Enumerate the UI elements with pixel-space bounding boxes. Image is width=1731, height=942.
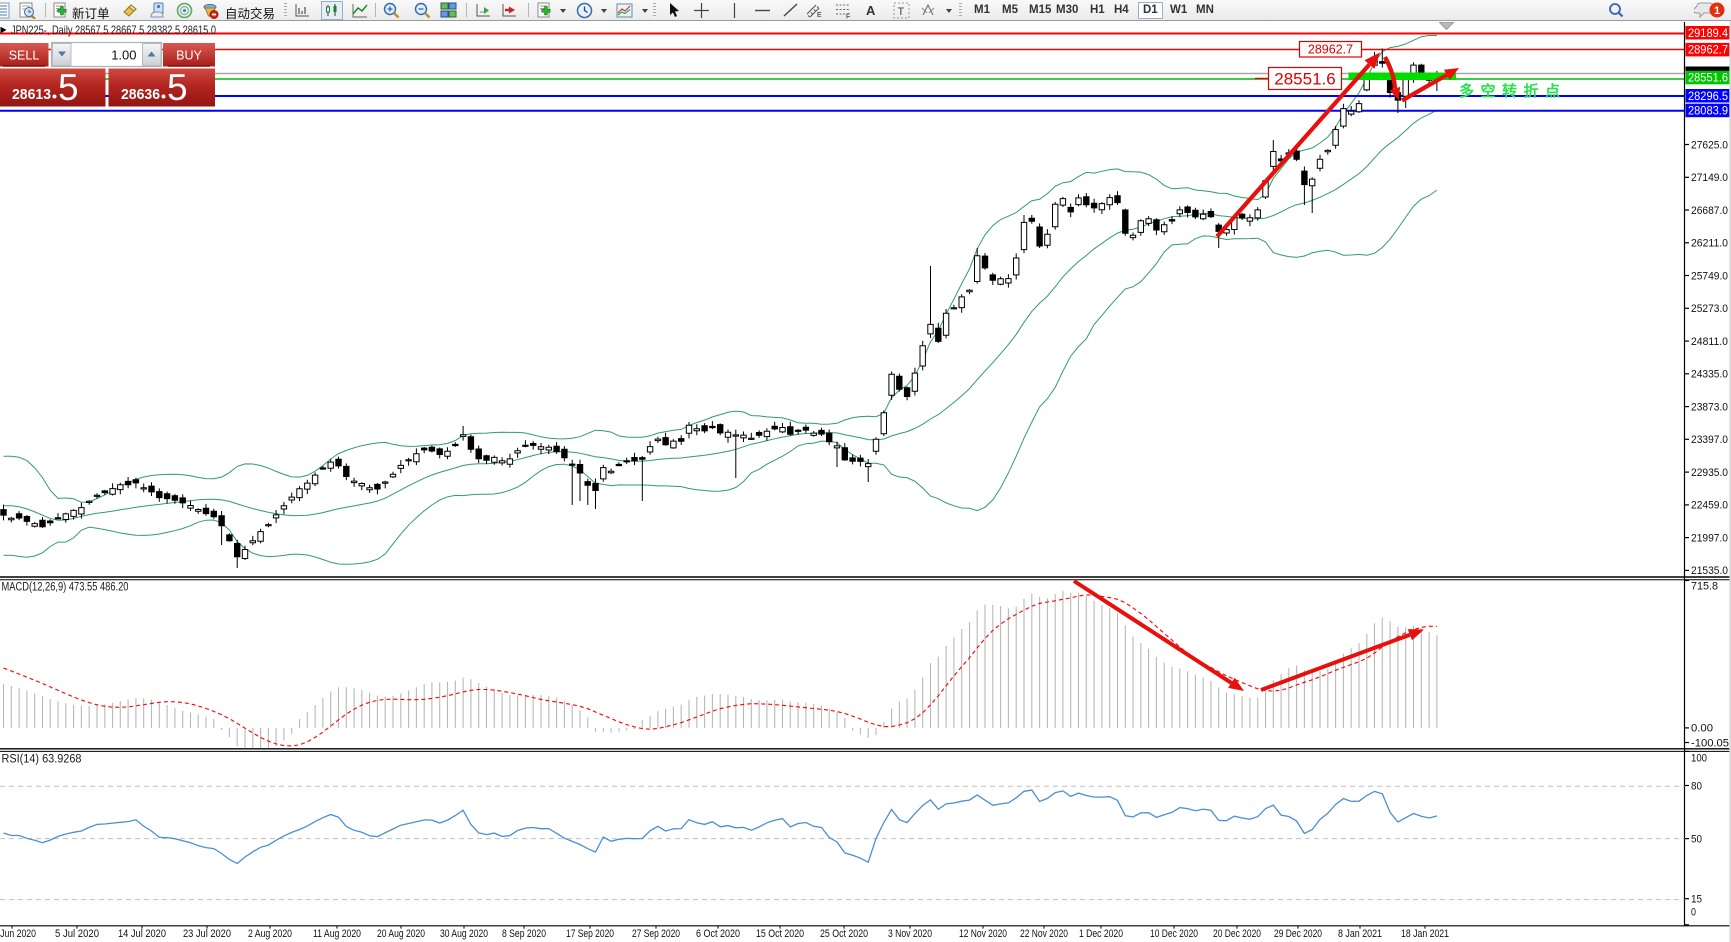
- svg-text:21997.0: 21997.0: [1691, 532, 1728, 544]
- svg-text:25 Jun 2020: 25 Jun 2020: [0, 928, 36, 940]
- svg-text:28962.7: 28962.7: [1688, 45, 1728, 57]
- svg-text:23397.0: 23397.0: [1691, 434, 1728, 446]
- svg-text:-100.05: -100.05: [1691, 737, 1729, 749]
- svg-text:27149.0: 27149.0: [1691, 172, 1728, 184]
- svg-text:50: 50: [1691, 833, 1702, 845]
- svg-text:22 Nov 2020: 22 Nov 2020: [1020, 928, 1068, 940]
- svg-text:18 Jan 2021: 18 Jan 2021: [1401, 928, 1449, 940]
- svg-text:17 Sep 2020: 17 Sep 2020: [566, 928, 614, 940]
- svg-text:0.00: 0.00: [1691, 723, 1713, 735]
- svg-text:20 Dec 2020: 20 Dec 2020: [1213, 928, 1261, 940]
- svg-text:MACD(12,26,9) 473.55 486.20: MACD(12,26,9) 473.55 486.20: [2, 582, 129, 594]
- svg-text:22459.0: 22459.0: [1691, 500, 1728, 512]
- svg-text:27625.0: 27625.0: [1691, 139, 1728, 151]
- svg-text:11 Aug 2020: 11 Aug 2020: [313, 928, 361, 940]
- svg-text:多空转折点: 多空转折点: [1459, 82, 1567, 100]
- svg-text:29189.4: 29189.4: [1688, 28, 1729, 40]
- svg-text:28551.6: 28551.6: [1274, 70, 1335, 89]
- svg-text:RSI(14) 63.9268: RSI(14) 63.9268: [2, 754, 82, 766]
- svg-text:5 Jul 2020: 5 Jul 2020: [55, 928, 99, 940]
- svg-text:T: T: [898, 6, 905, 18]
- svg-text:28551.6: 28551.6: [1688, 73, 1728, 85]
- svg-text:BUY: BUY: [176, 49, 202, 63]
- svg-text:715.8: 715.8: [1691, 581, 1718, 593]
- svg-text:25 Oct 2020: 25 Oct 2020: [820, 928, 868, 940]
- svg-text:23 Jul 2020: 23 Jul 2020: [183, 928, 231, 940]
- svg-text:28083.9: 28083.9: [1688, 105, 1728, 117]
- svg-text:15: 15: [1691, 894, 1702, 906]
- svg-text:2 Aug 2020: 2 Aug 2020: [248, 928, 292, 940]
- svg-text:20 Aug 2020: 20 Aug 2020: [377, 928, 425, 940]
- svg-text:30 Aug 2020: 30 Aug 2020: [440, 928, 488, 940]
- svg-text:0: 0: [1691, 906, 1696, 918]
- svg-text:26211.0: 26211.0: [1691, 238, 1728, 250]
- svg-text:28613: 28613: [12, 86, 51, 103]
- svg-text:100: 100: [1691, 752, 1707, 764]
- svg-text:1.00: 1.00: [111, 48, 136, 63]
- svg-text:1: 1: [1714, 5, 1720, 17]
- svg-text:10 Dec 2020: 10 Dec 2020: [1150, 928, 1198, 940]
- svg-text:24335.0: 24335.0: [1691, 369, 1728, 381]
- svg-text:27 Sep 2020: 27 Sep 2020: [632, 928, 680, 940]
- svg-text:SELL: SELL: [9, 49, 40, 63]
- svg-text:14 Jul 2020: 14 Jul 2020: [118, 928, 166, 940]
- svg-text:80: 80: [1691, 780, 1702, 792]
- svg-text:22935.0: 22935.0: [1691, 467, 1728, 479]
- svg-text:23873.0: 23873.0: [1691, 401, 1728, 413]
- svg-text:1 Dec 2020: 1 Dec 2020: [1079, 928, 1123, 940]
- svg-text:21535.0: 21535.0: [1691, 565, 1728, 577]
- svg-text:24811.0: 24811.0: [1691, 336, 1728, 348]
- svg-text:25273.0: 25273.0: [1691, 303, 1728, 315]
- svg-text:8 Jan 2021: 8 Jan 2021: [1338, 928, 1382, 940]
- svg-text:28962.7: 28962.7: [1308, 43, 1353, 57]
- svg-text:28296.5: 28296.5: [1688, 91, 1728, 103]
- svg-text:12 Nov 2020: 12 Nov 2020: [959, 928, 1007, 940]
- svg-text:6 Oct 2020: 6 Oct 2020: [696, 928, 740, 940]
- svg-text:5: 5: [58, 67, 79, 108]
- svg-text:5: 5: [167, 67, 188, 108]
- svg-text:JPN225-, Daily 28567.5 28667.: JPN225-, Daily 28567.5 28667.5 28382.5 2…: [11, 23, 216, 37]
- svg-text:29 Dec 2020: 29 Dec 2020: [1274, 928, 1322, 940]
- svg-text:F: F: [846, 14, 850, 20]
- svg-text:28636: 28636: [121, 86, 160, 103]
- svg-text:8 Sep 2020: 8 Sep 2020: [502, 928, 546, 940]
- svg-text:15 Oct 2020: 15 Oct 2020: [756, 928, 804, 940]
- svg-text:26687.0: 26687.0: [1691, 205, 1728, 217]
- svg-text:E: E: [817, 12, 822, 19]
- svg-text:3 Nov 2020: 3 Nov 2020: [888, 928, 932, 940]
- svg-text:25749.0: 25749.0: [1691, 270, 1728, 282]
